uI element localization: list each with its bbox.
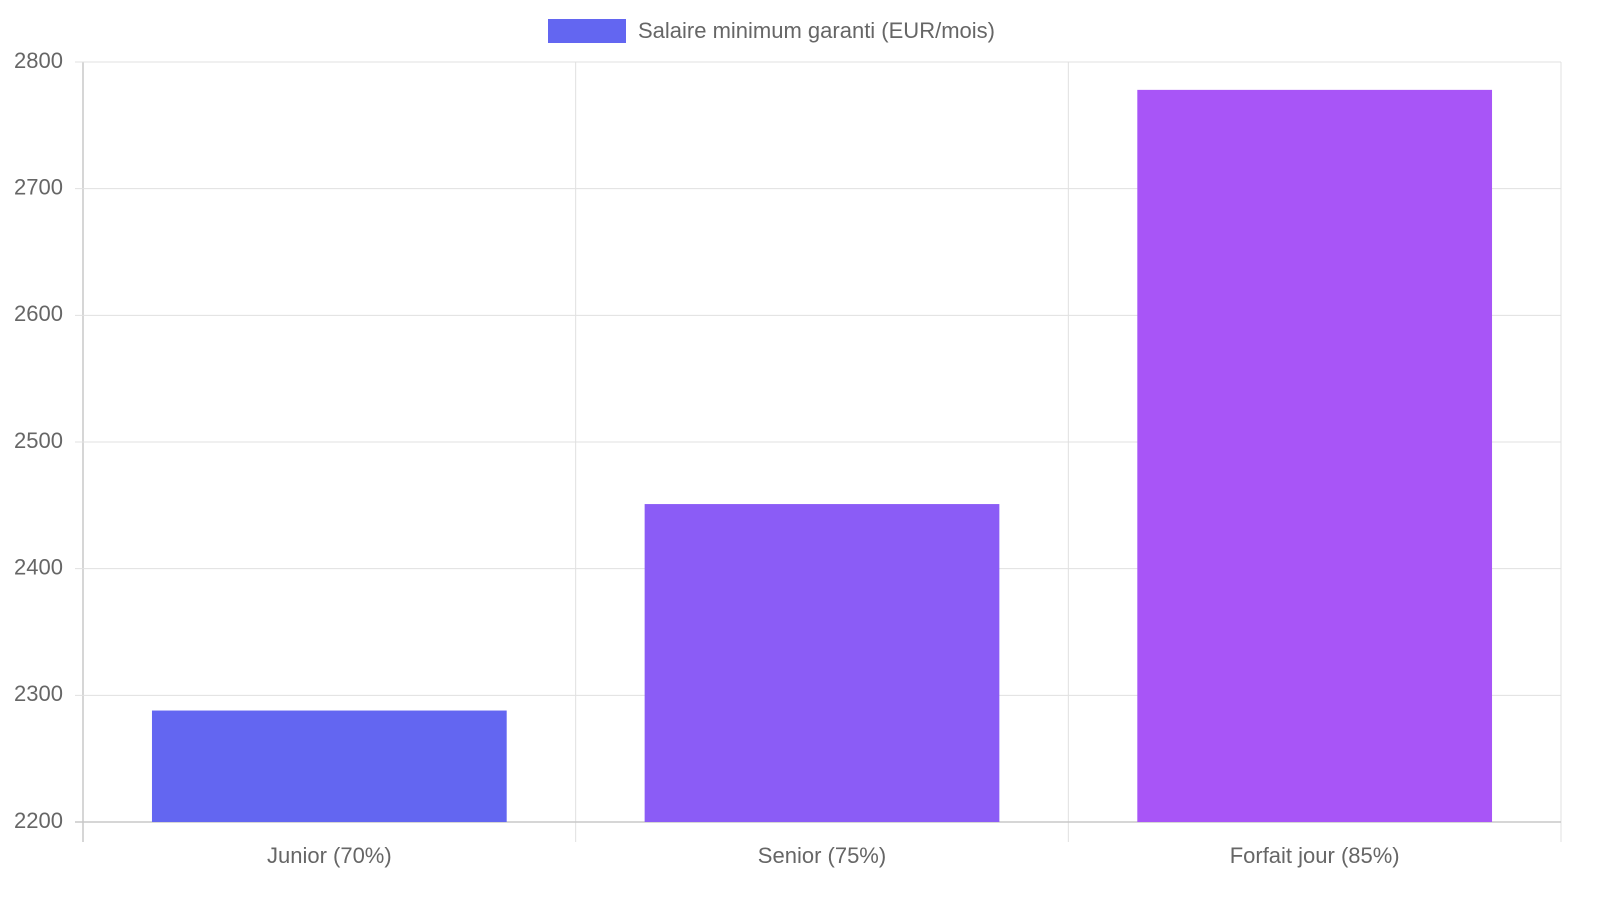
bar (151, 710, 507, 822)
y-tick-label: 2500 (14, 428, 63, 453)
y-tick-label: 2200 (14, 808, 63, 833)
y-tick-label: 2800 (14, 48, 63, 73)
legend-swatch (548, 19, 626, 43)
legend-label: Salaire minimum garanti (EUR/mois) (638, 18, 995, 43)
x-tick-label: Senior (75%) (758, 843, 886, 868)
y-tick-label: 2400 (14, 554, 63, 579)
y-tick-label: 2600 (14, 301, 63, 326)
bar (644, 504, 1000, 822)
bar (1137, 89, 1493, 822)
x-tick-label: Junior (70%) (267, 843, 392, 868)
y-tick-label: 2300 (14, 681, 63, 706)
x-tick-label: Forfait jour (85%) (1230, 843, 1400, 868)
y-tick-label: 2700 (14, 174, 63, 199)
